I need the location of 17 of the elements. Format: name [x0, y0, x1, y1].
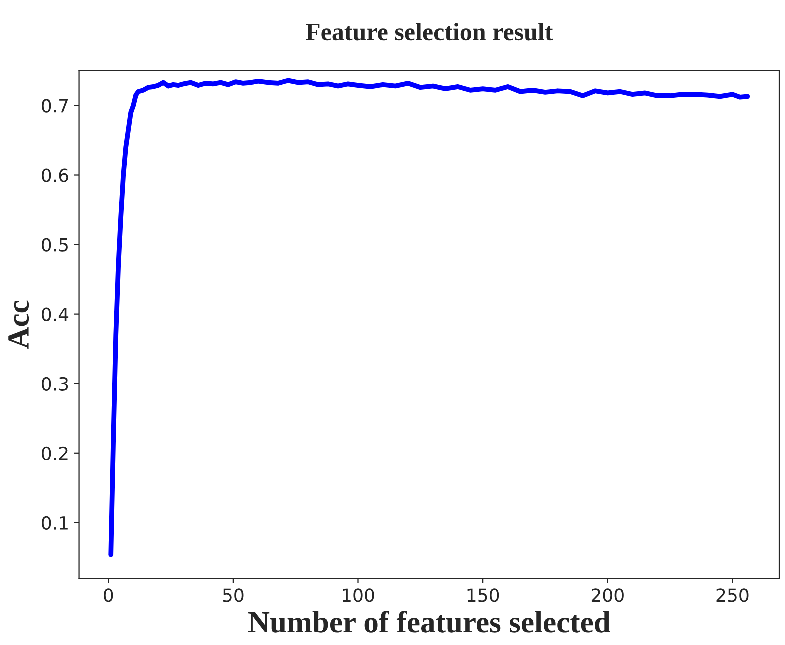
x-tick-label: 250 — [716, 588, 749, 602]
x-axis-title: Number of features selected — [248, 611, 611, 633]
line-series — [108, 78, 750, 558]
y-tick-label: 0.1 — [42, 516, 68, 530]
y-tick-label: 0.5 — [42, 238, 68, 252]
y-tick-label: 0.2 — [42, 446, 68, 461]
y-tick-label: 0.6 — [42, 168, 68, 182]
chart-title: Feature selection result — [306, 23, 554, 41]
x-tick-label: 50 — [223, 588, 244, 602]
y-tick-label: 0.7 — [42, 99, 68, 113]
x-tick-label: 0 — [104, 588, 114, 602]
x-tick-label: 150 — [468, 588, 500, 602]
x-tick-label: 100 — [343, 588, 374, 602]
y-tick-label: 0.3 — [42, 377, 68, 391]
y-axis-title: Acc — [8, 300, 30, 350]
y-tick-label: 0.4 — [42, 308, 69, 322]
x-tick-label: 200 — [592, 588, 624, 602]
